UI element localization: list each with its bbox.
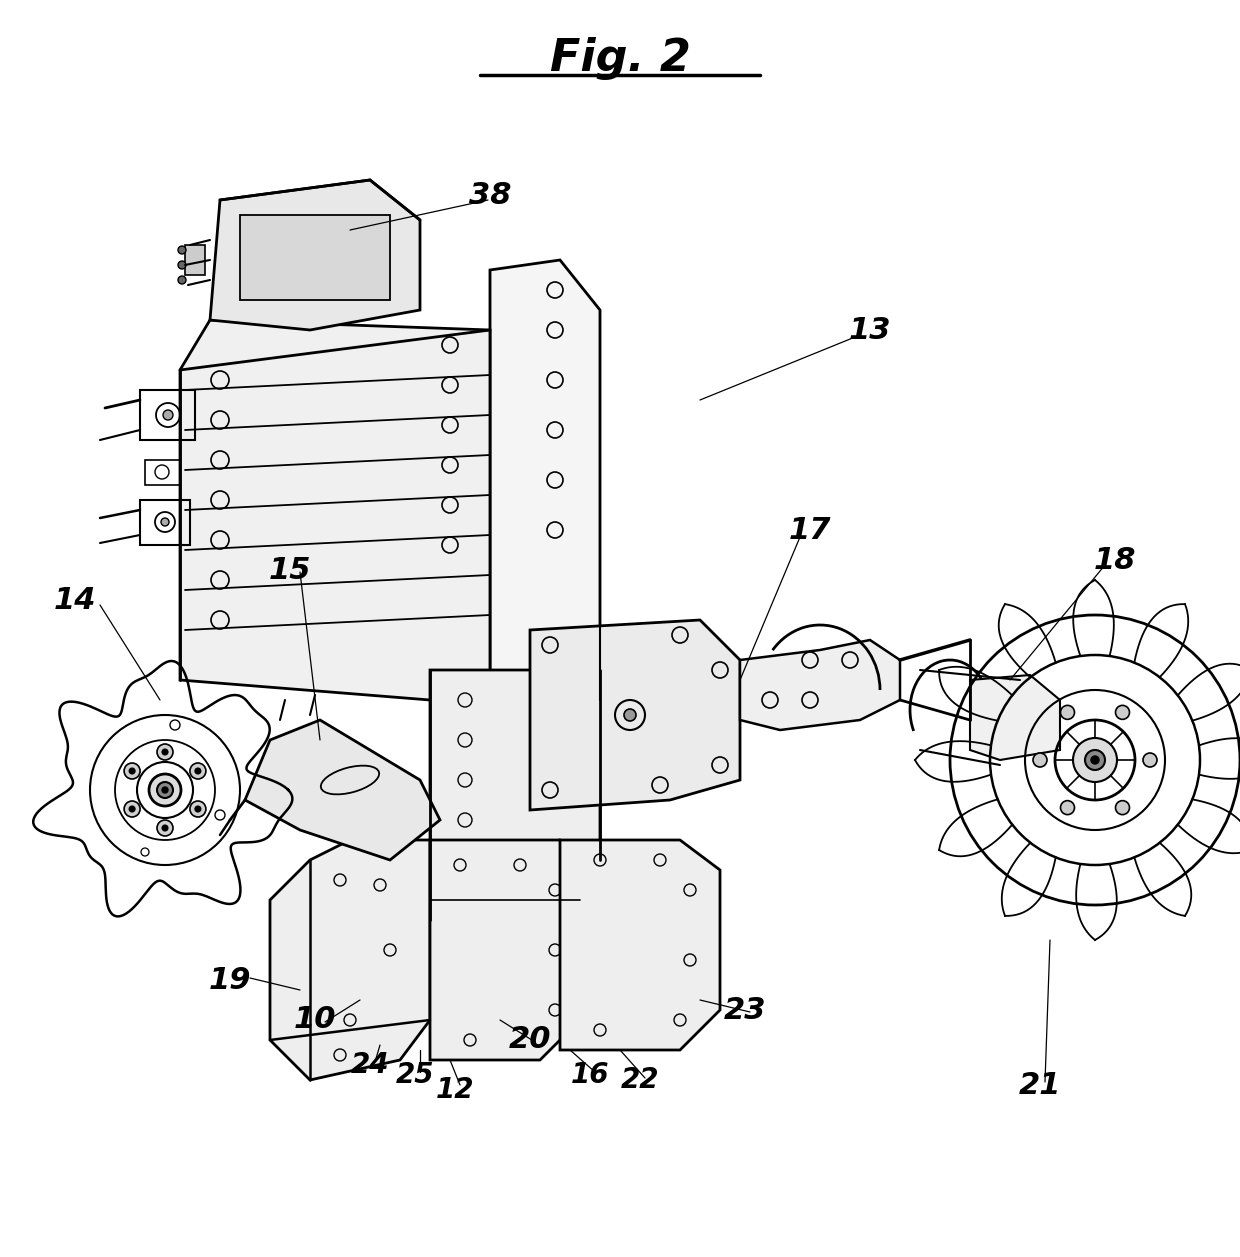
Text: Fig. 2: Fig. 2 <box>549 36 691 79</box>
Circle shape <box>1073 738 1117 782</box>
Circle shape <box>190 763 206 779</box>
Text: 24: 24 <box>351 1051 389 1079</box>
Text: 38: 38 <box>469 181 511 210</box>
Text: 13: 13 <box>848 316 892 344</box>
Polygon shape <box>246 720 440 860</box>
Polygon shape <box>740 640 900 730</box>
Polygon shape <box>210 180 420 331</box>
Circle shape <box>149 774 181 806</box>
Circle shape <box>161 518 169 525</box>
Circle shape <box>129 768 135 774</box>
Text: 18: 18 <box>1094 546 1136 574</box>
Circle shape <box>124 801 140 817</box>
Polygon shape <box>529 620 740 810</box>
Circle shape <box>1033 753 1047 767</box>
Circle shape <box>624 709 636 722</box>
Circle shape <box>179 261 186 269</box>
Circle shape <box>162 749 167 755</box>
Text: 23: 23 <box>724 996 766 1024</box>
Polygon shape <box>430 840 580 1060</box>
Bar <box>140 390 195 440</box>
Circle shape <box>162 825 167 831</box>
Text: 14: 14 <box>53 586 97 615</box>
Circle shape <box>195 768 201 774</box>
Circle shape <box>129 806 135 812</box>
Circle shape <box>1116 801 1130 815</box>
Polygon shape <box>560 840 720 1050</box>
Text: 12: 12 <box>435 1076 474 1104</box>
Circle shape <box>190 801 206 817</box>
Bar <box>140 500 190 546</box>
Polygon shape <box>970 675 1060 760</box>
Circle shape <box>1116 705 1130 719</box>
Text: 21: 21 <box>1019 1071 1061 1100</box>
Circle shape <box>179 246 186 254</box>
Circle shape <box>1091 755 1099 764</box>
Text: 25: 25 <box>396 1061 434 1089</box>
Circle shape <box>162 787 167 793</box>
Circle shape <box>1143 753 1157 767</box>
Bar <box>145 460 180 485</box>
Bar <box>241 215 391 300</box>
Circle shape <box>179 277 186 284</box>
Circle shape <box>162 410 174 420</box>
Text: 17: 17 <box>789 515 831 544</box>
Text: 10: 10 <box>294 1006 336 1035</box>
Circle shape <box>157 744 174 760</box>
Polygon shape <box>430 670 600 920</box>
Text: 15: 15 <box>269 556 311 585</box>
Circle shape <box>124 763 140 779</box>
Circle shape <box>1060 705 1075 719</box>
Text: 19: 19 <box>208 965 252 994</box>
Text: 16: 16 <box>570 1061 609 1089</box>
Bar <box>185 245 205 275</box>
Circle shape <box>1060 801 1075 815</box>
Text: 20: 20 <box>508 1026 552 1055</box>
Polygon shape <box>490 260 600 710</box>
Polygon shape <box>270 840 430 1080</box>
Circle shape <box>1085 750 1105 771</box>
Text: 22: 22 <box>621 1066 660 1094</box>
Polygon shape <box>180 321 490 700</box>
Circle shape <box>157 820 174 836</box>
Circle shape <box>157 782 174 798</box>
Circle shape <box>195 806 201 812</box>
